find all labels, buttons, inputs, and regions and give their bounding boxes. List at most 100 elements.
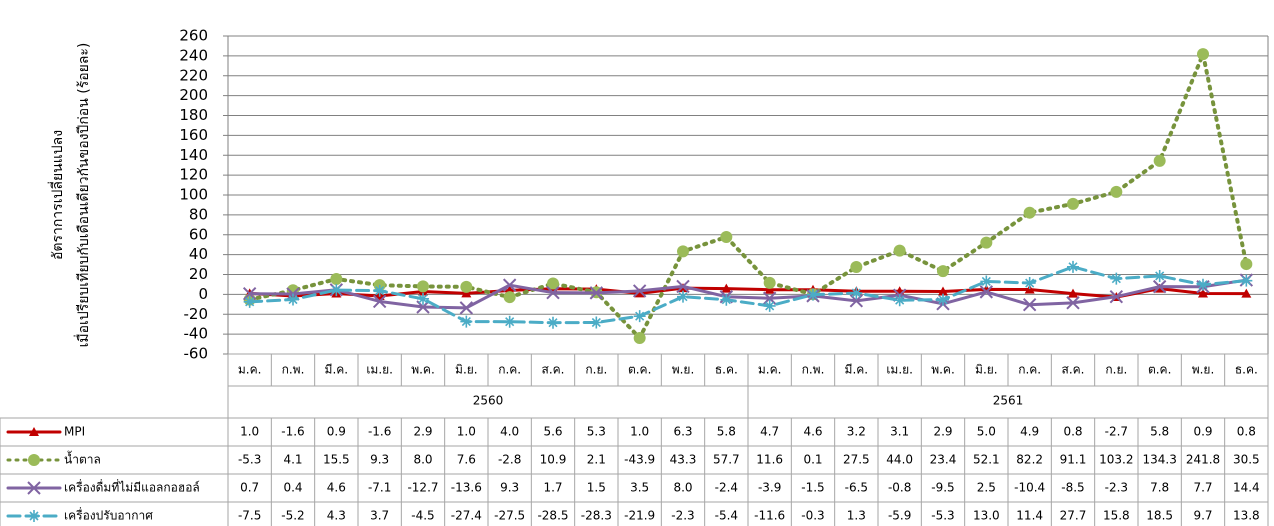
table-cell: -1.5 (801, 481, 824, 495)
y-tick-label: 80 (189, 205, 208, 223)
table-cell: 0.1 (803, 453, 822, 467)
y-tick-label: 0 (198, 285, 208, 303)
marker (1198, 288, 1208, 298)
table-cell: 241.8 (1186, 453, 1220, 467)
table-cell: 3.5 (630, 481, 649, 495)
marker (1023, 206, 1036, 219)
marker (459, 301, 474, 315)
table-cell: -2.7 (1105, 425, 1128, 439)
marker (547, 316, 559, 329)
table-cell: 11.6 (756, 453, 783, 467)
marker (417, 280, 429, 293)
table-cell: 15.5 (323, 453, 350, 467)
table-cell: 15.8 (1103, 509, 1130, 523)
y-tick-label: 240 (179, 46, 208, 64)
marker (28, 510, 40, 522)
table-cell: 1.0 (630, 425, 649, 439)
y-tick-label: 160 (179, 126, 208, 144)
x-tick-label: เม.ย. (366, 363, 393, 377)
marker (1152, 279, 1167, 294)
x-tick-label: ก.พ. (802, 363, 825, 377)
x-tick-label: พ.ค. (931, 363, 955, 377)
marker (1153, 269, 1166, 282)
marker (938, 286, 948, 296)
table-cell: 5.3 (587, 425, 606, 439)
marker (720, 293, 733, 306)
table-cell: -5.9 (888, 509, 911, 523)
series-line (247, 47, 1249, 342)
marker (1241, 288, 1252, 298)
marker (1067, 197, 1079, 210)
marker (1066, 296, 1080, 310)
marker (633, 332, 646, 345)
y-tick-label: 40 (189, 245, 208, 263)
x-tick-label: เม.ย. (886, 363, 913, 377)
table-cell: 3.2 (847, 425, 866, 439)
marker (1110, 272, 1123, 285)
table-cell: -5.2 (281, 509, 304, 523)
marker (27, 481, 41, 495)
table-cell: 9.7 (1193, 509, 1212, 523)
y-tick-label: 200 (179, 86, 208, 104)
x-tick-label: ธ.ค. (1235, 363, 1258, 377)
table-cell: -28.3 (581, 509, 612, 523)
marker (589, 286, 604, 300)
legend-label: MPI (64, 425, 85, 439)
series (243, 260, 1253, 329)
table-cell: -6.5 (845, 481, 868, 495)
table-cell: -7.5 (238, 509, 261, 523)
series-line (248, 278, 1248, 310)
marker (677, 245, 689, 258)
marker (503, 291, 516, 304)
table-cell: 0.8 (1237, 425, 1256, 439)
marker (893, 294, 906, 307)
table-cell: 4.6 (327, 481, 346, 495)
marker (503, 315, 516, 328)
table-cell: 14.4 (1233, 481, 1260, 495)
x-tick-label: มิ.ย. (455, 363, 478, 377)
table-cell: -2.3 (1105, 481, 1128, 495)
table-cell: 13.8 (1233, 509, 1260, 523)
y-tick-label: 180 (179, 106, 208, 124)
table-cell: -5.3 (931, 509, 954, 523)
table-cell: 44.0 (886, 453, 913, 467)
marker (632, 284, 647, 298)
x-tick-label: มิ.ย. (975, 363, 998, 377)
marker (460, 280, 473, 293)
marker (1067, 260, 1079, 273)
marker (763, 276, 776, 289)
marker (330, 284, 343, 297)
marker (460, 315, 473, 328)
table-cell: -3.9 (758, 481, 781, 495)
table-cell: 1.5 (587, 481, 606, 495)
marker (677, 290, 689, 303)
table-cell: 5.8 (717, 425, 736, 439)
table-cell: -28.5 (537, 509, 568, 523)
marker (29, 427, 39, 436)
table-cell: 13.0 (973, 509, 1000, 523)
marker (1197, 278, 1209, 291)
table-cell: -2.8 (498, 453, 521, 467)
marker (1068, 288, 1078, 298)
x-tick-label: ก.ย. (1105, 363, 1127, 377)
x-tick-label: ก.พ. (282, 363, 305, 377)
table-cell: -43.9 (624, 453, 655, 467)
x-tick-label: ม.ค. (238, 363, 262, 377)
x-tick-label: ก.ค. (498, 363, 521, 377)
table-cell: -1.6 (281, 425, 304, 439)
x-tick-label: มี.ค. (845, 363, 869, 377)
y-tick-label: 100 (179, 186, 208, 204)
table-cell: -8.5 (1061, 481, 1084, 495)
table-cell: 2.9 (933, 425, 952, 439)
marker (28, 454, 40, 466)
table-cell: 5.8 (1150, 425, 1169, 439)
table-cell: -0.8 (888, 481, 911, 495)
table-cell: -2.4 (715, 481, 738, 495)
table-cell: 4.6 (803, 425, 822, 439)
year-label: 2560 (473, 394, 504, 408)
y-axis-label: เมื่อเปรียบเทียบกับเดือนเดียวกันของปีก่อ… (74, 43, 92, 348)
table-cell: 9.3 (500, 481, 519, 495)
table-cell: 23.4 (930, 453, 957, 467)
marker (633, 310, 646, 323)
